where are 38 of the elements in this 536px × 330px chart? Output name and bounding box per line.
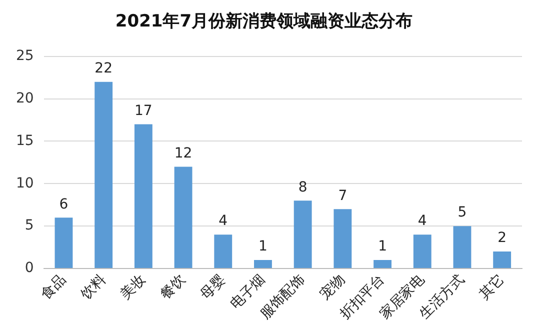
bar <box>374 260 392 268</box>
x-tick-label: 宠物 <box>316 272 348 303</box>
bar <box>134 124 152 268</box>
data-label: 2 <box>498 230 507 246</box>
bar <box>214 234 232 268</box>
y-tick-label: 10 <box>16 175 34 192</box>
bar <box>413 234 432 268</box>
bar <box>493 252 512 268</box>
bar <box>334 209 352 268</box>
x-tick-label: 食品 <box>38 272 70 303</box>
data-label: 1 <box>258 238 268 255</box>
data-label: 12 <box>174 145 192 162</box>
y-tick-label: 25 <box>16 48 34 64</box>
y-tick-label: 0 <box>24 260 34 276</box>
data-label: 7 <box>338 188 348 204</box>
data-label: 17 <box>134 102 152 119</box>
x-tick-label: 母婴 <box>197 272 229 303</box>
data-label: 4 <box>218 213 228 230</box>
y-tick-label: 5 <box>24 218 34 234</box>
x-tick-label: 美妆 <box>118 272 149 303</box>
data-label: 22 <box>94 60 112 76</box>
bar <box>174 166 192 268</box>
chart-title: 2021年7月份新消费领域融资业态分布 <box>115 12 413 32</box>
bar <box>254 260 272 268</box>
bar <box>94 82 113 268</box>
data-label: 1 <box>378 238 387 255</box>
data-label: 5 <box>458 204 467 221</box>
data-label: 6 <box>59 196 68 212</box>
bar <box>54 218 73 268</box>
bar <box>453 226 472 268</box>
data-label: 4 <box>418 213 427 230</box>
data-label: 8 <box>298 179 308 196</box>
y-tick-label: 15 <box>16 132 34 149</box>
y-tick-label: 20 <box>16 90 34 106</box>
x-tick-label: 饮料 <box>77 272 109 304</box>
x-tick-label: 其它 <box>476 272 508 303</box>
x-tick-label: 餐饮 <box>158 272 189 303</box>
bar <box>294 200 312 268</box>
